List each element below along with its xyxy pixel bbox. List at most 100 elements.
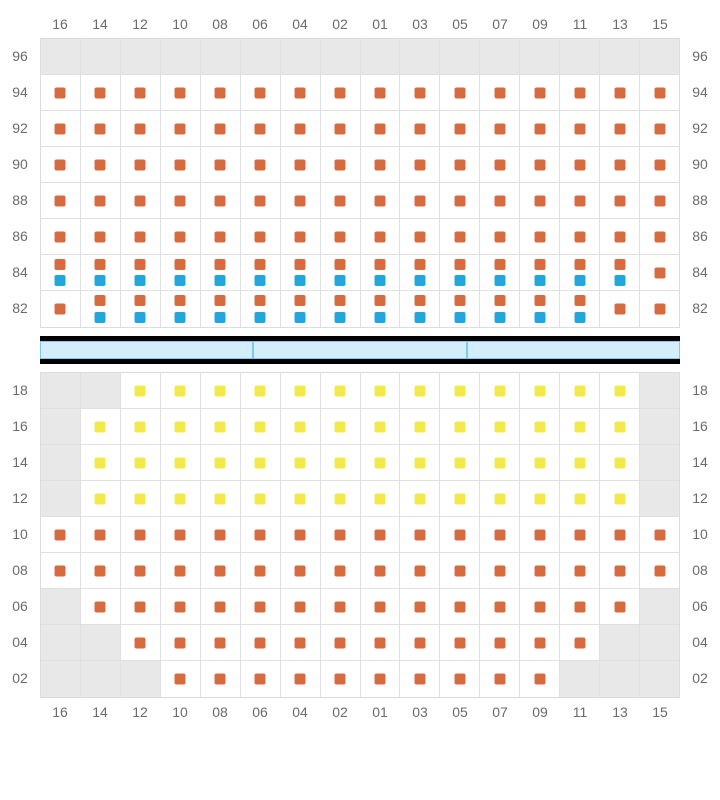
seat-cell[interactable] [121,409,161,445]
seat-marker[interactable] [215,259,226,270]
seat-cell[interactable] [560,219,600,255]
seat-cell[interactable] [41,291,81,327]
seat-cell[interactable] [281,147,321,183]
seat-marker[interactable] [295,457,306,468]
seat-marker[interactable] [374,457,385,468]
seat-marker[interactable] [335,601,346,612]
seat-marker[interactable] [215,195,226,206]
seat-cell[interactable] [121,373,161,409]
seat-marker[interactable] [374,493,385,504]
seat-marker[interactable] [574,385,585,396]
seat-marker[interactable] [135,529,146,540]
seat-marker[interactable] [654,267,665,278]
seat-cell[interactable] [321,625,361,661]
seat-marker[interactable] [295,421,306,432]
seat-marker[interactable] [534,601,545,612]
seat-marker[interactable] [614,259,625,270]
seat-marker[interactable] [374,123,385,134]
seat-cell[interactable] [560,291,600,327]
seat-cell[interactable] [121,589,161,625]
seat-cell[interactable] [600,517,640,553]
seat-marker[interactable] [295,493,306,504]
seat-cell[interactable] [520,75,560,111]
seat-cell[interactable] [321,219,361,255]
seat-cell[interactable] [161,147,201,183]
seat-cell[interactable] [640,219,679,255]
seat-cell[interactable] [520,589,560,625]
seat-cell[interactable] [440,589,480,625]
seat-marker[interactable] [414,312,425,323]
seat-marker[interactable] [374,529,385,540]
seat-cell[interactable] [600,219,640,255]
seat-marker[interactable] [255,195,266,206]
seat-cell[interactable] [600,373,640,409]
seat-marker[interactable] [494,601,505,612]
seat-cell[interactable] [640,517,679,553]
seat-cell[interactable] [600,183,640,219]
seat-cell[interactable] [241,219,281,255]
seat-marker[interactable] [335,529,346,540]
seat-cell[interactable] [121,255,161,291]
seat-marker[interactable] [494,123,505,134]
seat-cell[interactable] [201,481,241,517]
seat-marker[interactable] [414,601,425,612]
seat-cell[interactable] [400,147,440,183]
seat-marker[interactable] [135,457,146,468]
seat-marker[interactable] [295,195,306,206]
seat-marker[interactable] [215,87,226,98]
seat-marker[interactable] [215,565,226,576]
seat-marker[interactable] [55,304,66,315]
seat-marker[interactable] [135,565,146,576]
seat-cell[interactable] [281,183,321,219]
seat-marker[interactable] [55,565,66,576]
seat-cell[interactable] [41,75,81,111]
seat-cell[interactable] [440,183,480,219]
seat-cell[interactable] [121,445,161,481]
seat-cell[interactable] [520,517,560,553]
seat-marker[interactable] [175,421,186,432]
seat-marker[interactable] [494,259,505,270]
seat-marker[interactable] [414,565,425,576]
seat-marker[interactable] [614,123,625,134]
seat-cell[interactable] [281,661,321,697]
seat-cell[interactable] [520,661,560,697]
seat-marker[interactable] [454,529,465,540]
seat-marker[interactable] [414,231,425,242]
seat-marker[interactable] [654,123,665,134]
seat-cell[interactable] [440,219,480,255]
seat-marker[interactable] [374,259,385,270]
seat-marker[interactable] [654,565,665,576]
seat-marker[interactable] [55,231,66,242]
seat-marker[interactable] [255,674,266,685]
seat-marker[interactable] [215,637,226,648]
seat-marker[interactable] [414,259,425,270]
seat-marker[interactable] [95,195,106,206]
seat-marker[interactable] [255,295,266,306]
seat-marker[interactable] [414,457,425,468]
seat-cell[interactable] [440,75,480,111]
seat-cell[interactable] [321,517,361,553]
seat-marker[interactable] [95,565,106,576]
seat-cell[interactable] [161,409,201,445]
seat-cell[interactable] [361,445,401,481]
seat-cell[interactable] [201,183,241,219]
seat-cell[interactable] [480,481,520,517]
seat-cell[interactable] [201,373,241,409]
seat-marker[interactable] [534,87,545,98]
seat-cell[interactable] [640,291,679,327]
seat-marker[interactable] [95,312,106,323]
seat-cell[interactable] [81,517,121,553]
seat-marker[interactable] [255,421,266,432]
seat-cell[interactable] [201,553,241,589]
seat-cell[interactable] [161,517,201,553]
seat-cell[interactable] [81,589,121,625]
seat-marker[interactable] [175,259,186,270]
seat-marker[interactable] [534,457,545,468]
seat-cell[interactable] [640,111,679,147]
seat-cell[interactable] [281,481,321,517]
seat-marker[interactable] [175,601,186,612]
seat-marker[interactable] [295,385,306,396]
seat-marker[interactable] [574,159,585,170]
seat-marker[interactable] [614,493,625,504]
seat-marker[interactable] [135,231,146,242]
